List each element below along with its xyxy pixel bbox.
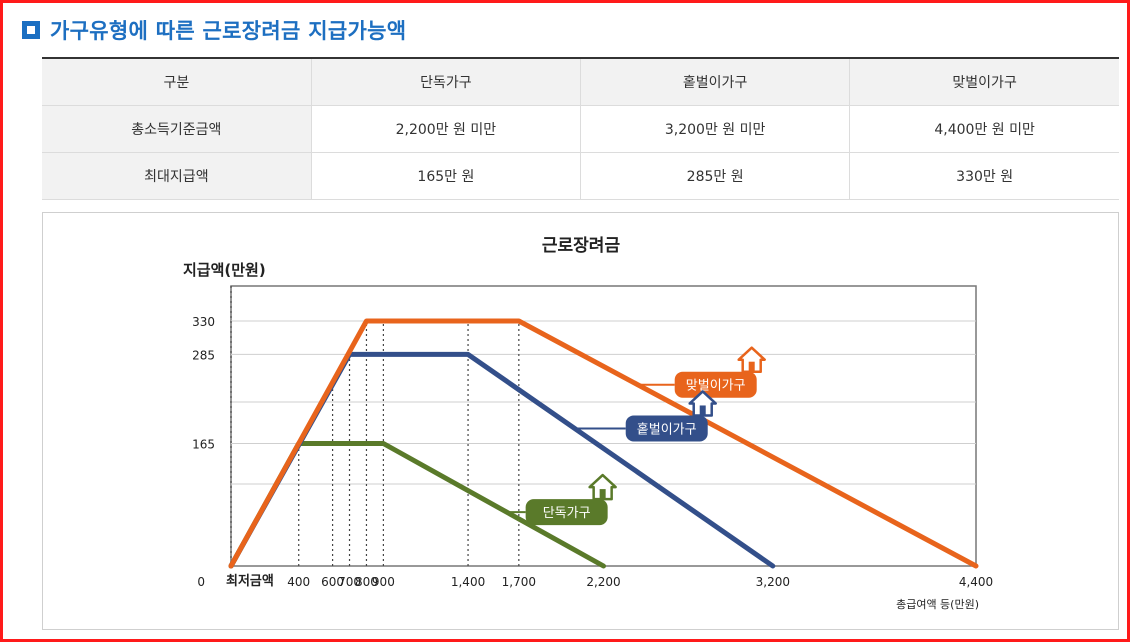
table-header-row: 구분 단독가구 홑벌이가구 맞벌이가구 — [42, 57, 1119, 106]
table-row: 총소득기준금액 2,200만 원 미만 3,200만 원 미만 4,400만 원… — [42, 105, 1119, 153]
series-line — [228, 318, 979, 569]
y-tick-label: 165 — [192, 438, 215, 452]
y-axis-label: 지급액(만원) — [183, 261, 266, 279]
column-header-single: 단독가구 — [311, 57, 582, 106]
house-icon — [737, 346, 766, 373]
x-tick-label: 700 — [338, 575, 361, 589]
x-tick-label: 400 — [287, 575, 310, 589]
legend-badge — [525, 499, 608, 526]
legend-label: 홑벌이가구 — [637, 422, 697, 437]
table-cell: 2,200만 원 미만 — [311, 105, 582, 153]
x-tick-label: 4,400 — [959, 575, 993, 589]
house-icon — [588, 473, 617, 501]
x-tick-label: 1,700 — [502, 575, 536, 589]
page-title: 가구유형에 따른 근로장려금 지급가능액 — [50, 19, 407, 43]
y-tick-label: 330 — [192, 315, 215, 329]
x-tick-label: 600 — [321, 575, 344, 589]
house-door-icon — [699, 405, 706, 416]
chart-title: 근로장려금 — [542, 236, 621, 256]
x-origin-label: 0 — [197, 575, 205, 589]
column-header-dual-earner: 맞벌이가구 — [849, 57, 1119, 106]
row-header: 총소득기준금액 — [42, 105, 312, 153]
table-cell: 3,200만 원 미만 — [580, 105, 851, 153]
column-header-single-earner: 홑벌이가구 — [580, 57, 851, 106]
legend-label: 단독가구 — [543, 506, 591, 521]
table-cell: 285만 원 — [580, 152, 851, 200]
x-min-label: 최저금액 — [226, 574, 274, 589]
house-door-icon — [599, 489, 606, 500]
x-tick-label: 3,200 — [756, 575, 790, 589]
table-cell: 4,400만 원 미만 — [849, 105, 1119, 153]
x-tick-label: 800 — [355, 575, 378, 589]
table-cell: 165만 원 — [311, 152, 582, 200]
column-header-category: 구분 — [42, 57, 312, 106]
legend-badge — [625, 415, 708, 442]
row-header: 최대지급액 — [42, 152, 312, 200]
square-bullet-icon — [22, 21, 40, 39]
x-tick-label: 1,400 — [451, 575, 485, 589]
x-tick-label: 2,200 — [586, 575, 620, 589]
house-door-icon — [748, 361, 755, 372]
house-icon — [688, 390, 717, 417]
benefit-table: 구분 단독가구 홑벌이가구 맞벌이가구 총소득기준금액 2,200만 원 미만 … — [42, 57, 1119, 200]
y-tick-label: 285 — [192, 348, 215, 362]
legend-badge — [674, 371, 757, 398]
x-tick-label: 900 — [372, 575, 395, 589]
x-axis-label: 총급여액 등(만원) — [896, 598, 979, 611]
chart-panel: 근로장려금 지급액(만원) 165 285 330 400 600 700 800 900 1,… — [42, 212, 1119, 630]
table-row: 최대지급액 165만 원 285만 원 330만 원 — [42, 152, 1119, 200]
legend-label: 맞벌이가구 — [686, 379, 746, 394]
table-cell: 330만 원 — [849, 152, 1119, 200]
section-header: 가구유형에 따른 근로장려금 지급가능액 — [22, 16, 406, 44]
